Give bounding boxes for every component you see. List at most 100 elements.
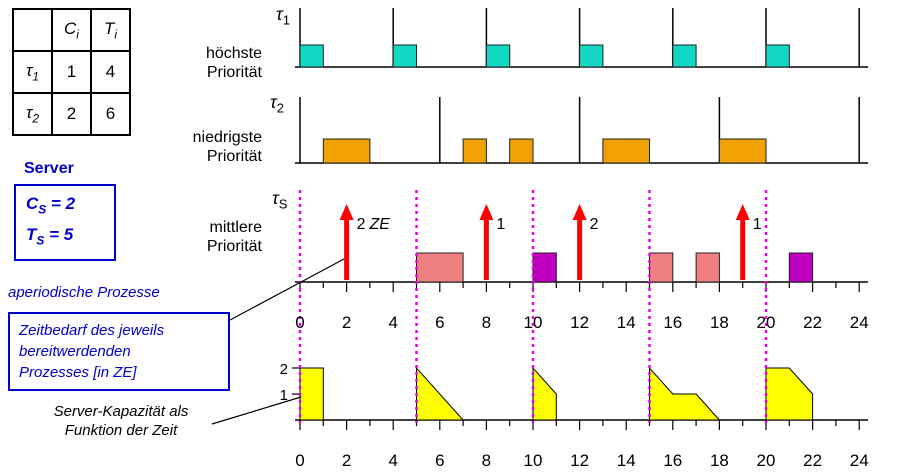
cs-value: = 2 (51, 194, 76, 213)
server-exec-box (788, 252, 814, 283)
arrival-label: 2 ZE (357, 216, 391, 233)
tau2-exec-box (509, 138, 534, 164)
tau1-priority-label: höchste Priorität (150, 44, 262, 82)
tau1-subscript: 1 (32, 69, 40, 84)
tau2-row-subscript: 2 (276, 100, 284, 116)
server-exec-box (695, 252, 720, 283)
server-priority-line-1: mittlere (209, 219, 262, 236)
tau1-row-label: τ1 (276, 4, 290, 28)
arrival-arrow-head (735, 204, 750, 220)
server-exec-box (532, 252, 557, 283)
zeitbedarf-box: Zeitbedarf des jeweils bereitwerdenden P… (8, 312, 230, 391)
capacity-axis-label: 22 (803, 451, 822, 470)
capacity-axis-label: 10 (524, 451, 543, 470)
server-exec-box (649, 252, 674, 283)
table-row-tau2-header: τ2 (12, 92, 53, 136)
table-header-ti: Ti (90, 8, 131, 52)
time-axis-label: 20 (757, 313, 776, 332)
time-axis-label: 16 (663, 313, 682, 332)
tau1-exec-box (579, 44, 604, 68)
server-row-subscript: S (278, 196, 288, 212)
capacity-axis-label: 4 (388, 451, 397, 470)
zeitbedarf-pointer-line (229, 258, 345, 321)
tau1-exec-box (485, 44, 511, 68)
tau1-symbol: τ (25, 60, 33, 80)
table-corner-cell (12, 8, 53, 52)
tau2-c-value: 2 (51, 92, 92, 136)
capacity-shape (299, 367, 324, 421)
tau2-priority-line-1: niedrigste (192, 129, 262, 146)
capacity-pointer-line (211, 396, 302, 425)
capacity-note-line-1: Server-Kapazität als (53, 403, 189, 420)
tau2-symbol: τ (25, 102, 33, 122)
tau1-exec-box (299, 44, 324, 68)
arrival-label: 2 (590, 216, 599, 233)
tau1-row-subscript: 1 (282, 12, 290, 28)
time-axis-label: 14 (617, 313, 636, 332)
server-row-label: τS (272, 188, 287, 212)
time-axis-label: 18 (710, 313, 729, 332)
aperiodic-note: aperiodische Prozesse (8, 284, 160, 301)
capacity-axis-label: 2 (342, 451, 351, 470)
tau1-c-value: 1 (51, 50, 92, 94)
cs-symbol: C (26, 194, 39, 213)
time-axis-label: 2 (342, 313, 351, 332)
cs-subscript: S (38, 202, 47, 217)
table-header-ci: Ci (51, 8, 92, 52)
tau2-subscript: 2 (32, 111, 40, 126)
arrival-arrow-head (479, 204, 494, 220)
tau2-exec-box (718, 138, 767, 164)
capacity-axis-label: 20 (757, 451, 776, 470)
tau1-priority-line-1: höchste (205, 45, 262, 62)
tau2-exec-box (322, 138, 371, 164)
ti-subscript: i (114, 27, 118, 42)
tau2-row-label: τ2 (270, 92, 284, 116)
capacity-axis-label: 14 (617, 451, 636, 470)
capacity-note-line-2: Funktion der Zeit (64, 422, 178, 439)
capacity-axis-label: 18 (710, 451, 729, 470)
ti-symbol: T (103, 18, 115, 38)
tau2-t-value: 6 (90, 92, 131, 136)
tau2-exec-box (462, 138, 487, 164)
server-priority-line-2: Priorität (206, 238, 262, 255)
tau2-priority-line-2: Priorität (206, 148, 262, 165)
tau1-exec-box (765, 44, 790, 68)
ci-symbol: C (64, 18, 77, 38)
server-priority-label: mittlere Priorität (150, 218, 262, 256)
capacity-shape (416, 366, 465, 421)
capacity-shape (532, 366, 557, 421)
capacity-axis-label: 16 (663, 451, 682, 470)
tau1-t-value: 4 (90, 50, 131, 94)
task-table: Ci Ti τ1 1 4 τ2 2 6 (12, 8, 131, 136)
capacity-ytick-label: 2 (280, 361, 288, 378)
arrival-arrow-head (572, 204, 587, 220)
capacity-axis-label: 0 (295, 451, 304, 470)
tau1-row-symbol: τ (276, 4, 283, 24)
tau2-priority-label: niedrigste Priorität (150, 128, 262, 166)
tau2-exec-box (602, 138, 651, 164)
time-axis-label: 12 (570, 313, 589, 332)
tau2-row-symbol: τ (270, 92, 277, 112)
tau1-exec-box (672, 44, 697, 68)
arrival-label: 1 (753, 216, 762, 233)
time-axis-label: 6 (435, 313, 444, 332)
capacity-shape (765, 367, 814, 421)
table-row-tau1-header: τ1 (12, 50, 53, 94)
time-axis-label: 8 (482, 313, 491, 332)
server-heading: Server (24, 160, 74, 177)
zeitbedarf-line-2: bereitwerdenden (19, 343, 131, 360)
ts-symbol: T (26, 225, 37, 245)
capacity-shape (649, 366, 721, 421)
ts-subscript: S (36, 233, 45, 248)
tau1-priority-line-2: Priorität (206, 64, 262, 81)
capacity-axis-label: 12 (570, 451, 589, 470)
server-capacity-param: CS = 2 (26, 191, 104, 222)
ts-value: = 5 (49, 225, 74, 245)
time-axis-label: 0 (295, 313, 304, 332)
arrival-arrow-head (339, 204, 354, 220)
zeitbedarf-line-1: Zeitbedarf des jeweils (19, 322, 165, 339)
server-params-box: CS = 2 TS = 5 (14, 184, 116, 261)
time-axis-label: 4 (388, 313, 397, 332)
